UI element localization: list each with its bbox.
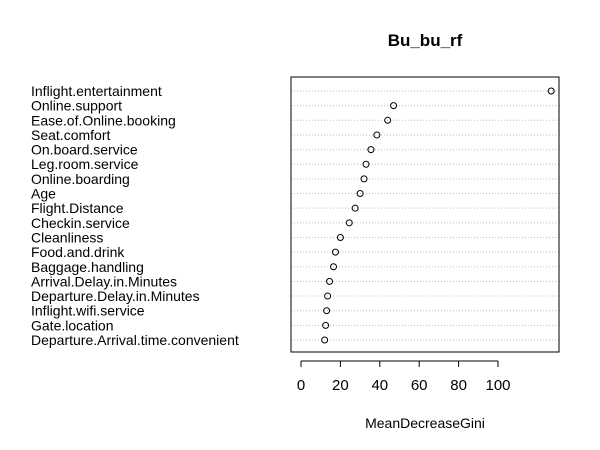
data-point	[367, 146, 375, 154]
x-tick-label: 0	[297, 377, 305, 394]
data-point	[384, 116, 392, 124]
data-point	[362, 160, 370, 168]
category-label: Inflight.entertainment	[31, 83, 162, 99]
data-point	[321, 336, 329, 344]
category-label: Checkin.service	[31, 215, 130, 231]
data-point	[336, 233, 344, 241]
data-point	[331, 248, 339, 256]
data-point	[351, 204, 359, 212]
category-label: Baggage.handling	[31, 259, 144, 275]
category-label: Departure.Arrival.time.convenient	[31, 332, 239, 348]
data-point	[322, 321, 330, 329]
category-label: On.board.service	[31, 142, 138, 158]
data-point	[390, 102, 398, 110]
data-point	[326, 277, 334, 285]
data-point	[345, 219, 353, 227]
x-tick-label: 60	[411, 377, 428, 394]
category-label: Flight.Distance	[31, 200, 124, 216]
category-label: Ease.of.Online.booking	[31, 112, 176, 128]
x-tick-label: 100	[485, 377, 510, 394]
x-tick-label: 80	[450, 377, 467, 394]
category-label: Leg.room.service	[31, 156, 139, 172]
x-tick-label: 20	[332, 377, 349, 394]
category-label: Seat.comfort	[31, 127, 110, 143]
category-label: Online.boarding	[31, 171, 130, 187]
category-label: Food.and.drink	[31, 244, 125, 260]
category-label: Inflight.wifi.service	[31, 303, 145, 319]
category-label: Departure.Delay.in.Minutes	[31, 288, 200, 304]
x-tick-label: 40	[371, 377, 388, 394]
plot-frame	[290, 76, 560, 353]
data-point	[356, 190, 364, 198]
data-point	[323, 307, 331, 315]
data-point	[360, 175, 368, 183]
data-point	[373, 131, 381, 139]
data-point	[547, 87, 555, 95]
data-point	[330, 263, 338, 271]
x-axis-label: MeanDecreaseGini	[365, 415, 485, 431]
category-label: Age	[31, 186, 56, 202]
category-label: Gate.location	[31, 317, 114, 333]
category-label: Online.support	[31, 98, 122, 114]
chart-title: Bu_bu_rf	[388, 31, 463, 50]
category-label: Cleanliness	[31, 229, 103, 245]
category-label: Arrival.Delay.in.Minutes	[31, 273, 177, 289]
data-point	[324, 292, 332, 300]
